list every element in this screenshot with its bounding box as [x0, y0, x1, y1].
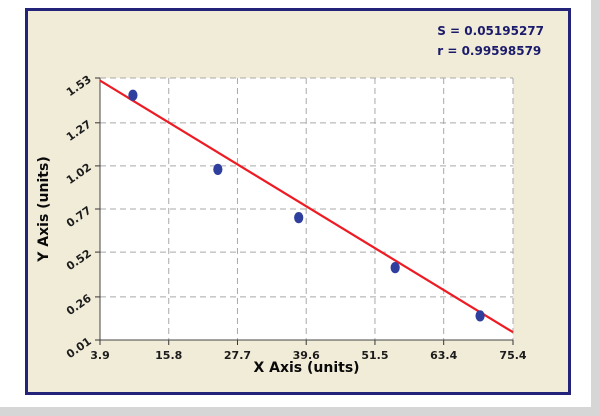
x-tick-label: 27.7: [224, 349, 251, 362]
regression-stats: S = 0.05195277 r = 0.99598579: [437, 22, 544, 62]
y-tick-label: 1.02: [64, 161, 94, 187]
y-tick-label: 1.53: [64, 73, 94, 99]
data-point: [475, 310, 485, 322]
y-tick-label: 1.27: [64, 118, 94, 144]
data-point: [294, 212, 304, 224]
scatter-chart: 3.9 15.8 27.7 39.6 51.5 63.4 75.40.010.260.520…: [64, 73, 527, 362]
x-tick-label: 75.4: [499, 349, 526, 362]
chart-panel: 3.9 15.8 27.7 39.6 51.5 63.4 75.4 0.01 0.26 0.52 0…: [25, 8, 571, 395]
x-tick-label: 63.4: [430, 349, 457, 362]
stat-r: r = 0.99598579: [437, 43, 542, 58]
stat-s: S = 0.05195277: [437, 24, 544, 38]
x-tick-label: 15.8: [155, 349, 182, 362]
data-point: [213, 163, 223, 175]
y-tick-label: 0.52: [64, 247, 94, 273]
trend-line: [99, 79, 514, 334]
x-tick-label: 51.5: [361, 349, 388, 362]
x-tick-label: 39.6: [293, 349, 320, 362]
data-point: [390, 262, 400, 274]
page-edge-bottom: [0, 407, 600, 416]
data-point: [128, 89, 138, 101]
y-tick-label: 0.77: [64, 204, 94, 230]
x-axis-label: X Axis (units): [253, 360, 360, 376]
x-tick-label: 3.9: [90, 349, 110, 362]
page-edge-right: [591, 0, 600, 416]
y-axis-label: Y Axis (units): [36, 156, 52, 262]
y-tick-label: 0.26: [64, 292, 94, 318]
